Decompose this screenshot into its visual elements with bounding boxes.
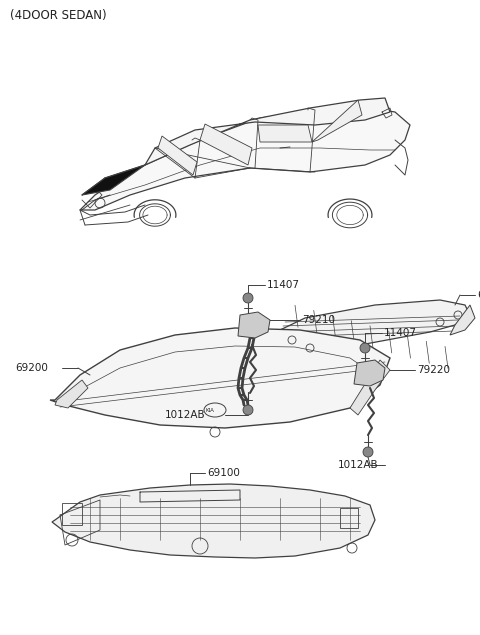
Polygon shape — [52, 484, 375, 558]
Polygon shape — [354, 360, 385, 386]
Polygon shape — [258, 125, 312, 142]
Text: 79220: 79220 — [417, 365, 450, 375]
Polygon shape — [200, 124, 252, 165]
Text: 11407: 11407 — [267, 280, 300, 290]
Polygon shape — [450, 305, 475, 335]
Polygon shape — [145, 98, 390, 165]
Bar — [340, 508, 358, 528]
Text: (4DOOR SEDAN): (4DOOR SEDAN) — [10, 10, 107, 22]
Text: KIA: KIA — [205, 408, 215, 413]
Polygon shape — [80, 108, 410, 210]
Text: 1012AB: 1012AB — [338, 460, 379, 470]
Polygon shape — [350, 360, 390, 415]
Polygon shape — [50, 328, 390, 428]
Circle shape — [360, 343, 370, 353]
Bar — [62, 503, 82, 525]
Text: 11407: 11407 — [384, 328, 417, 338]
Text: 1012AB: 1012AB — [165, 410, 205, 420]
Polygon shape — [158, 136, 197, 175]
Polygon shape — [55, 380, 88, 408]
Polygon shape — [270, 300, 470, 352]
Text: 69301: 69301 — [477, 290, 480, 300]
Circle shape — [243, 405, 253, 415]
Circle shape — [363, 447, 373, 457]
Text: 79210: 79210 — [302, 315, 335, 325]
Polygon shape — [82, 165, 145, 195]
Polygon shape — [312, 100, 362, 142]
Circle shape — [243, 293, 253, 303]
Text: 69100: 69100 — [207, 468, 240, 478]
Text: 69200: 69200 — [15, 363, 48, 373]
Polygon shape — [238, 312, 270, 338]
